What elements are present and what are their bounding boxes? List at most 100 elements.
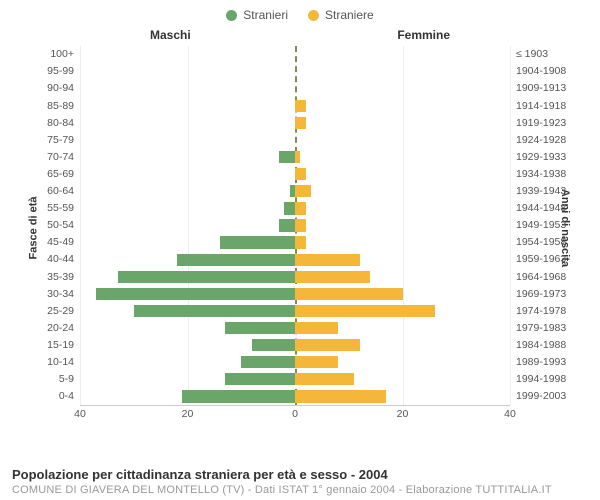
bar-male xyxy=(134,305,295,317)
birth-year-label: 1904-1908 xyxy=(510,66,580,77)
age-label: 100+ xyxy=(22,49,80,60)
birth-year-label: 1939-1943 xyxy=(510,186,580,197)
age-label: 5-9 xyxy=(22,374,80,385)
bar-female xyxy=(295,117,306,129)
bar-female xyxy=(295,100,306,112)
chart-footer: Popolazione per cittadinanza straniera p… xyxy=(12,467,588,496)
bar-female xyxy=(295,185,311,197)
column-title-female: Femmine xyxy=(397,28,450,42)
x-tick: 40 xyxy=(74,408,86,420)
birth-year-label: 1944-1948 xyxy=(510,203,580,214)
bar-male xyxy=(279,151,295,163)
age-label: 25-29 xyxy=(22,306,80,317)
plot-area: 100+≤ 190395-991904-190890-941909-191385… xyxy=(80,46,510,406)
age-row: 10-141989-1993 xyxy=(80,354,510,371)
bar-male xyxy=(284,202,295,214)
age-label: 95-99 xyxy=(22,66,80,77)
bar-female xyxy=(295,168,306,180)
age-label: 15-19 xyxy=(22,340,80,351)
bar-male xyxy=(225,373,295,385)
age-row: 65-691934-1938 xyxy=(80,166,510,183)
bar-male xyxy=(118,271,295,283)
bar-female xyxy=(295,271,370,283)
age-row: 0-41999-2003 xyxy=(80,388,510,405)
birth-year-label: 1909-1913 xyxy=(510,83,580,94)
birth-year-label: 1994-1998 xyxy=(510,374,580,385)
x-tick: 20 xyxy=(397,408,409,420)
x-axis-ticks: 402002040 xyxy=(80,408,510,422)
age-row: 20-241979-1983 xyxy=(80,320,510,337)
age-row: 5-91994-1998 xyxy=(80,371,510,388)
x-tick: 20 xyxy=(182,408,194,420)
bar-female xyxy=(295,288,403,300)
legend-label-female: Straniere xyxy=(325,8,374,22)
age-row: 55-591944-1948 xyxy=(80,200,510,217)
legend-item-male: Stranieri xyxy=(226,8,288,22)
bar-female xyxy=(295,373,354,385)
bar-female xyxy=(295,236,306,248)
legend-item-female: Straniere xyxy=(308,8,374,22)
birth-year-label: 1964-1968 xyxy=(510,272,580,283)
age-label: 60-64 xyxy=(22,186,80,197)
bar-male xyxy=(241,356,295,368)
x-tick: 40 xyxy=(504,408,516,420)
age-label: 85-89 xyxy=(22,101,80,112)
age-label: 50-54 xyxy=(22,220,80,231)
age-row: 45-491954-1958 xyxy=(80,234,510,251)
birth-year-label: 1954-1958 xyxy=(510,237,580,248)
bar-female xyxy=(295,390,386,402)
bar-female xyxy=(295,254,360,266)
age-row: 90-941909-1913 xyxy=(80,80,510,97)
birth-year-label: ≤ 1903 xyxy=(510,49,580,60)
bar-female xyxy=(295,202,306,214)
age-label: 45-49 xyxy=(22,237,80,248)
age-label: 35-39 xyxy=(22,272,80,283)
age-row: 35-391964-1968 xyxy=(80,268,510,285)
age-row: 70-741929-1933 xyxy=(80,149,510,166)
birth-year-label: 1979-1983 xyxy=(510,323,580,334)
birth-year-label: 1924-1928 xyxy=(510,135,580,146)
age-row: 50-541949-1953 xyxy=(80,217,510,234)
bar-female xyxy=(295,339,360,351)
birth-year-label: 1914-1918 xyxy=(510,101,580,112)
age-label: 75-79 xyxy=(22,135,80,146)
age-label: 20-24 xyxy=(22,323,80,334)
birth-year-label: 1969-1973 xyxy=(510,289,580,300)
bar-female xyxy=(295,219,306,231)
birth-year-label: 1934-1938 xyxy=(510,169,580,180)
birth-year-label: 1999-2003 xyxy=(510,391,580,402)
x-tick: 0 xyxy=(292,408,298,420)
chart-subtitle: COMUNE DI GIAVERA DEL MONTELLO (TV) - Da… xyxy=(12,484,588,496)
birth-year-label: 1989-1993 xyxy=(510,357,580,368)
bar-male xyxy=(182,390,295,402)
age-row: 30-341969-1973 xyxy=(80,285,510,302)
bar-male xyxy=(177,254,295,266)
age-row: 25-291974-1978 xyxy=(80,302,510,319)
bar-female xyxy=(295,322,338,334)
bar-female xyxy=(295,356,338,368)
age-row: 60-641939-1943 xyxy=(80,183,510,200)
age-row: 40-441959-1963 xyxy=(80,251,510,268)
bar-male xyxy=(279,219,295,231)
age-label: 10-14 xyxy=(22,357,80,368)
birth-year-label: 1929-1933 xyxy=(510,152,580,163)
age-row: 15-191984-1988 xyxy=(80,337,510,354)
age-row: 80-841919-1923 xyxy=(80,114,510,131)
age-label: 90-94 xyxy=(22,83,80,94)
age-label: 70-74 xyxy=(22,152,80,163)
bar-male xyxy=(225,322,295,334)
birth-year-label: 1959-1963 xyxy=(510,254,580,265)
age-row: 75-791924-1928 xyxy=(80,131,510,148)
male-swatch xyxy=(226,10,237,21)
bar-female xyxy=(295,151,300,163)
birth-year-label: 1949-1953 xyxy=(510,220,580,231)
age-row: 85-891914-1918 xyxy=(80,97,510,114)
column-title-male: Maschi xyxy=(150,28,191,42)
female-swatch xyxy=(308,10,319,21)
age-label: 65-69 xyxy=(22,169,80,180)
chart-title: Popolazione per cittadinanza straniera p… xyxy=(12,467,588,482)
legend: Stranieri Straniere xyxy=(0,0,600,22)
bar-female xyxy=(295,305,435,317)
bar-male xyxy=(220,236,295,248)
bar-male xyxy=(252,339,295,351)
